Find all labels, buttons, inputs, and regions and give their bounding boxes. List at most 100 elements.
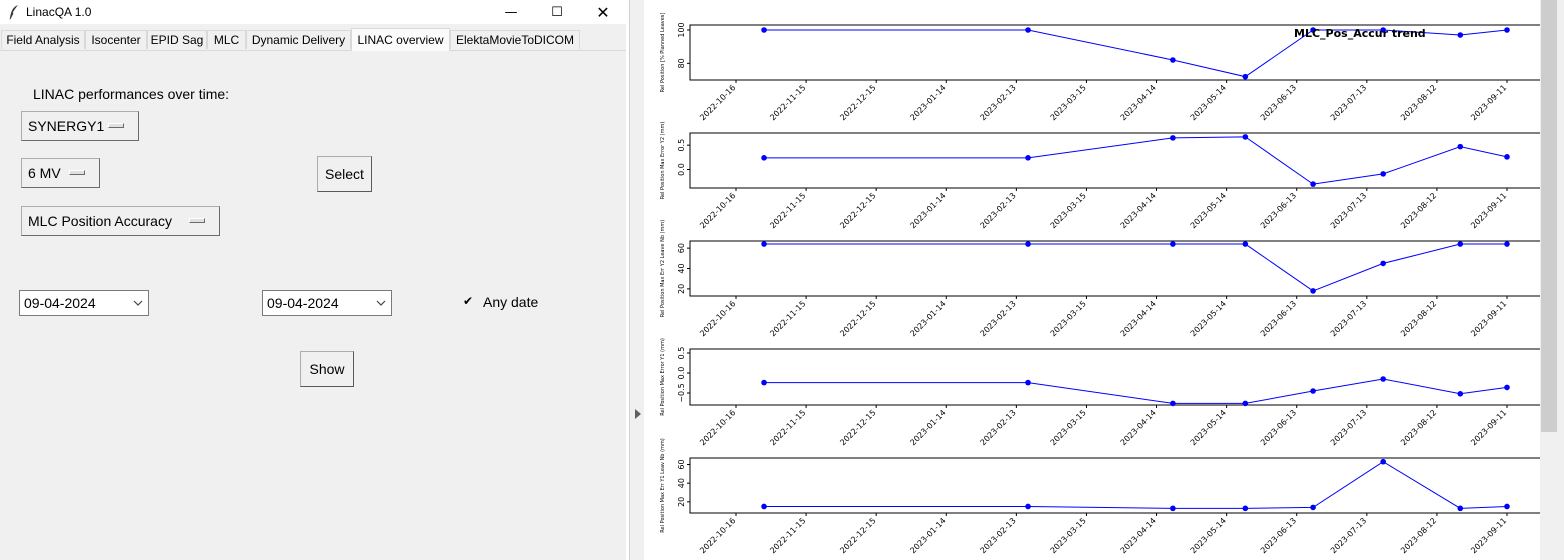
plot-frame [689, 457, 1540, 514]
dropdown-indicator-icon [69, 170, 85, 175]
data-point [1242, 400, 1249, 407]
data-point [761, 503, 767, 510]
series-line [764, 136, 1508, 185]
x-tick-label: 2023-09-11 [1469, 516, 1508, 555]
data-point [1504, 241, 1510, 247]
data-point [1242, 241, 1249, 247]
x-tick-label: 2023-07-13 [1329, 299, 1368, 338]
scrollbar-thumb[interactable] [1541, 0, 1557, 432]
end-date-picker[interactable]: 09-04-2024 [262, 290, 392, 316]
window-title: LinacQA 1.0 [26, 5, 92, 19]
y-tick-label: 0.0 [677, 367, 686, 380]
data-point [1504, 27, 1510, 33]
minimize-button[interactable]: — [504, 4, 518, 20]
data-point [1310, 504, 1316, 511]
x-tick-label: 2023-02-13 [979, 299, 1018, 338]
x-tick-label: 2023-05-14 [1189, 83, 1228, 122]
data-point [1025, 503, 1031, 510]
data-point [1457, 505, 1464, 512]
x-tick-label: 2023-09-11 [1469, 191, 1508, 230]
any-date-checkbox[interactable]: ✔ [463, 294, 474, 308]
close-button[interactable]: ✕ [596, 2, 610, 22]
select-button[interactable]: Select [317, 156, 372, 192]
end-date-value: 09-04-2024 [267, 295, 339, 311]
tab-field-analysis[interactable]: Field Analysis [1, 30, 85, 49]
x-tick-label: 2023-05-14 [1189, 299, 1228, 338]
x-tick-label: 2023-09-11 [1469, 83, 1508, 122]
y-tick-label: 60 [677, 459, 686, 469]
data-point [1170, 241, 1176, 247]
x-tick-label: 2023-01-14 [908, 408, 947, 447]
dropdown-indicator-icon [108, 123, 124, 128]
series-line [764, 29, 1508, 78]
test-type-dropdown[interactable]: MLC Position Accuracy [21, 206, 220, 236]
start-date-picker[interactable]: 09-04-2024 [19, 290, 149, 316]
tab-bar: Field Analysis Isocenter EPID Sag MLC Dy… [0, 28, 626, 51]
data-point [1170, 135, 1176, 141]
x-tick-label: 2023-08-12 [1399, 408, 1438, 447]
y-axis-label: Rel Position [% Planned Leaves] [660, 13, 666, 93]
x-tick-label: 2022-10-16 [698, 408, 737, 447]
show-button[interactable]: Show [300, 351, 354, 387]
dropdown-indicator-icon [189, 218, 205, 223]
y-tick-label: 20 [677, 497, 686, 507]
data-point [1242, 73, 1249, 80]
x-tick-label: 2023-03-15 [1049, 83, 1088, 122]
data-point [1504, 503, 1510, 510]
tab-dynamic-delivery[interactable]: Dynamic Delivery [246, 30, 351, 49]
y-axis-label: Rel Position Max Err Y2 Leave Nb (mm) [660, 220, 666, 318]
x-tick-label: 2023-03-15 [1049, 191, 1088, 230]
data-point [1380, 260, 1386, 267]
data-point [1457, 143, 1464, 150]
data-point [1457, 391, 1464, 397]
data-point [1457, 32, 1464, 38]
linac-dropdown-value: SYNERGY1 [28, 118, 105, 134]
collapse-arrow-icon[interactable] [634, 408, 642, 420]
tab-epid-sag[interactable]: EPID Sag [147, 30, 207, 49]
tab-isocenter[interactable]: Isocenter [85, 30, 147, 49]
maximize-button[interactable]: ☐ [551, 4, 563, 20]
y-axis-label: Rel Position Max Error Y1 (mm) [660, 338, 666, 416]
pane-divider[interactable] [626, 0, 630, 560]
x-tick-label: 2022-10-16 [698, 299, 737, 338]
data-point [1242, 505, 1249, 512]
data-point [1380, 171, 1386, 177]
data-point [761, 241, 767, 247]
series-line [764, 378, 1508, 404]
data-point [1170, 400, 1176, 407]
x-tick-label: 2023-08-12 [1399, 191, 1438, 230]
x-tick-label: 2023-02-13 [979, 83, 1018, 122]
chevron-down-icon [376, 300, 386, 306]
x-tick-label: 2023-07-13 [1329, 516, 1368, 555]
x-tick-label: 2022-11-15 [768, 191, 807, 230]
x-tick-label: 2023-03-15 [1049, 408, 1088, 447]
x-tick-label: 2023-01-14 [908, 191, 947, 230]
x-tick-label: 2023-07-13 [1329, 408, 1368, 447]
energy-dropdown-value: 6 MV [28, 165, 61, 181]
linac-dropdown[interactable]: SYNERGY1 [21, 111, 139, 141]
x-tick-label: 2023-06-13 [1259, 191, 1298, 230]
tab-elekta-movie-to-dicom[interactable]: ElektaMovieToDICOM [450, 30, 580, 49]
data-point [1504, 384, 1510, 391]
plot-frame [689, 240, 1540, 297]
x-tick-label: 2022-12-15 [838, 408, 877, 447]
x-tick-label: 2023-05-14 [1189, 408, 1228, 447]
x-tick-label: 2022-11-15 [768, 408, 807, 447]
data-point [1310, 288, 1316, 294]
x-tick-label: 2023-01-14 [908, 299, 947, 338]
y-tick-label: 60 [677, 243, 686, 253]
x-tick-label: 2022-12-15 [838, 83, 877, 122]
x-tick-label: 2023-09-11 [1469, 299, 1508, 338]
data-point [1310, 388, 1316, 394]
x-tick-label: 2022-10-16 [698, 83, 737, 122]
data-point [1170, 505, 1176, 512]
x-tick-label: 2022-10-16 [698, 191, 737, 230]
data-point [1170, 57, 1176, 63]
tab-mlc[interactable]: MLC [207, 30, 246, 49]
series-line [764, 461, 1508, 509]
tab-linac-overview[interactable]: LINAC overview [351, 28, 450, 51]
chart-title: MLC_Pos_Accur trend [1294, 27, 1426, 40]
y-tick-label: 0.5 [677, 139, 686, 152]
chevron-down-icon [133, 300, 143, 306]
energy-dropdown[interactable]: 6 MV [21, 158, 100, 188]
